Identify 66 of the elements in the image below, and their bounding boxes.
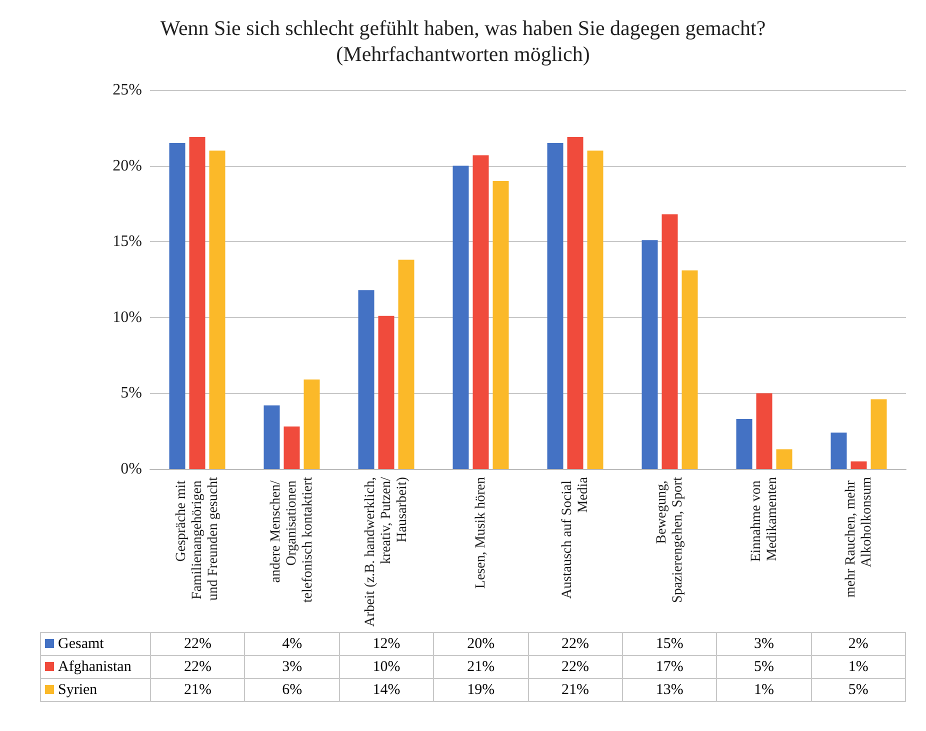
data-label: 22% [150, 632, 245, 656]
data-label: 21% [150, 678, 245, 702]
data-label: 22% [150, 656, 245, 678]
data-label: 13% [622, 678, 717, 702]
legend-label: Syrien [40, 678, 150, 702]
bar [547, 143, 564, 469]
data-label: 1% [716, 678, 812, 702]
data-label: 17% [622, 656, 717, 678]
bar [378, 316, 394, 469]
bar [358, 290, 374, 469]
bar [209, 150, 226, 469]
data-label: 2% [811, 632, 906, 656]
x-tick-label: Austausch auf Social Media [560, 476, 591, 599]
bar [642, 240, 658, 469]
data-label: 5% [811, 678, 906, 702]
data-label: 20% [434, 632, 528, 656]
y-tick-label: 5% [120, 384, 142, 402]
data-label: 3% [244, 656, 340, 678]
data-label: 10% [339, 656, 434, 678]
bar [567, 136, 584, 469]
data-label: 22% [528, 656, 622, 678]
bar [662, 214, 678, 469]
bar [682, 270, 698, 469]
data-label: 4% [244, 632, 340, 656]
x-tick-label: Einnahme von Medikamenten [748, 477, 780, 562]
bar [850, 461, 867, 469]
bar [756, 393, 772, 469]
data-label: 5% [716, 656, 812, 678]
data-label: 21% [528, 678, 622, 702]
bar [264, 405, 280, 469]
y-tick-label: 20% [112, 157, 142, 174]
legend-label: Afghanistan [40, 656, 150, 678]
bar [870, 399, 887, 469]
data-label: 3% [716, 632, 812, 656]
y-tick-label: 25% [112, 82, 142, 98]
bar [587, 150, 604, 469]
data-label: 14% [339, 678, 434, 702]
chart-title: Wenn Sie sich schlecht gefühlt haben, was haben Sie dagegen gemacht? (Mehrfachantworten möglich) [160, 16, 766, 66]
bar [169, 143, 186, 469]
bar [830, 432, 847, 469]
bar [736, 418, 752, 469]
bar [304, 380, 320, 469]
data-label: 21% [434, 656, 528, 678]
y-tick-label: 10% [112, 308, 142, 326]
bar [398, 260, 414, 469]
data-label: 22% [528, 632, 622, 656]
bar [284, 426, 300, 469]
x-tick-label: andere Menschen/ Organisationen telefonisch kontaktiert [268, 476, 316, 603]
bar [452, 166, 469, 469]
y-tick-label: 0% [120, 460, 142, 478]
x-tick-label: Gespräche mit Familienangehörigen und Freunden gesucht [174, 476, 221, 601]
x-tick-label: mehr Rauchen, mehr Alkoholkonsum [843, 476, 874, 598]
data-label: 12% [339, 632, 434, 656]
data-label: 6% [244, 678, 340, 702]
data-label: 19% [434, 678, 528, 702]
bar [189, 136, 206, 469]
x-tick-label: Arbeit (z.B. handwerklich, kreativ, Putzen/Hausarbeit) [362, 476, 410, 627]
x-tick-label: Lesen, Musik hören [473, 477, 488, 589]
legend-label: Gesamt [40, 632, 150, 656]
bar [472, 155, 489, 469]
data-label: 15% [622, 632, 717, 656]
data-label: 1% [811, 656, 906, 678]
bar [492, 180, 509, 469]
bar [776, 449, 792, 469]
x-tick-label: Bewegung, Spazierengehen, Sport [654, 476, 686, 603]
y-tick-label: 15% [112, 233, 142, 250]
